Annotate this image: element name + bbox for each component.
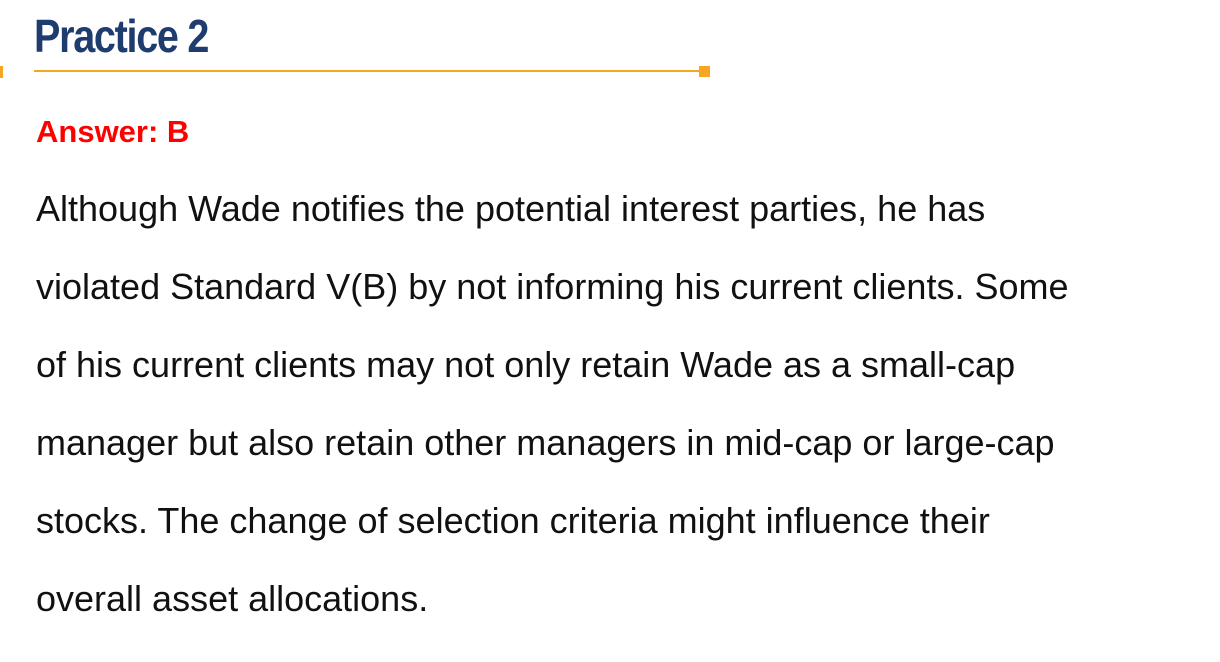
edge-accent-mark: [0, 66, 3, 78]
explanation-line: manager but also retain other managers i…: [36, 422, 1055, 463]
answer-label: Answer: B: [36, 114, 190, 149]
explanation-line: overall asset allocations.: [36, 578, 429, 619]
explanation-line: violated Standard V(B) by not informing …: [36, 266, 1069, 307]
explanation-line: stocks. The change of selection criteria…: [36, 500, 990, 541]
title-underline: [34, 70, 700, 72]
explanation-line: Although Wade notifies the potential int…: [36, 188, 986, 229]
slide-title: Practice 2: [34, 10, 209, 62]
title-underline-end-square: [699, 66, 710, 77]
explanation-line: of his current clients may not only reta…: [36, 344, 1016, 385]
explanation-text: Although Wade notifies the potential int…: [36, 180, 1206, 648]
